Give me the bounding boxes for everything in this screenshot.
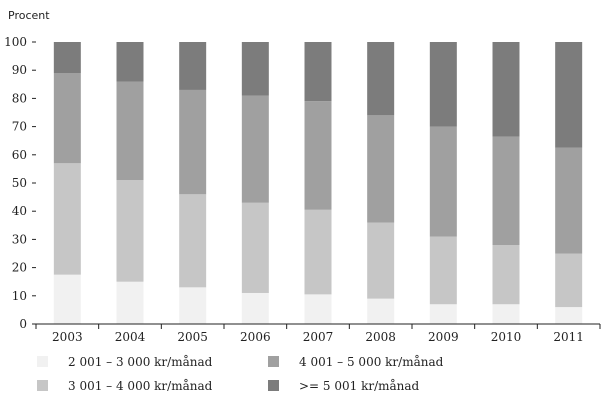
legend-label: 4 001 – 5 000 kr/månad xyxy=(299,354,444,369)
bar-segment-2008-s2 xyxy=(367,222,395,299)
bar-segment-2008-s3 xyxy=(367,115,395,223)
bar-segment-2003-s4 xyxy=(53,42,81,74)
bar-segment-2003-s3 xyxy=(53,73,81,164)
bar-segment-2004-s4 xyxy=(116,42,144,82)
x-tick-label: 2007 xyxy=(303,330,334,344)
bar-segment-2007-s3 xyxy=(304,101,332,210)
y-axis: 0 10 20 30 40 50 60 70 80 90 100 xyxy=(4,35,36,331)
bar-segment-2006-s4 xyxy=(241,42,269,96)
y-tick-label: 50 xyxy=(12,176,27,190)
y-tick-label: 30 xyxy=(12,232,27,246)
y-tick-label: 80 xyxy=(12,91,27,105)
legend-swatch xyxy=(37,380,48,391)
bar-segment-2008-s4 xyxy=(367,42,395,116)
y-tick-label: 20 xyxy=(12,261,27,275)
legend-label: >= 5 001 kr/månad xyxy=(299,378,420,393)
x-tick-label: 2011 xyxy=(553,330,584,344)
bar-segment-2003-s2 xyxy=(53,163,81,275)
legend-label: 3 001 – 4 000 kr/månad xyxy=(68,378,213,393)
y-tick-label: 40 xyxy=(12,204,27,218)
x-tick-label: 2006 xyxy=(240,330,271,344)
y-tick-label: 60 xyxy=(12,148,27,162)
bar-segment-2007-s1 xyxy=(304,294,332,324)
bars-group xyxy=(53,42,583,324)
bar-segment-2005-s3 xyxy=(179,89,207,195)
bar-segment-2004-s3 xyxy=(116,81,144,181)
bar-segment-2003-s1 xyxy=(53,274,81,324)
x-tick-label: 2003 xyxy=(52,330,83,344)
y-axis-unit-label: Procent xyxy=(8,9,50,22)
bar-segment-2011-s2 xyxy=(555,253,583,308)
y-tick-label: 90 xyxy=(12,63,27,77)
bar-segment-2011-s4 xyxy=(555,42,583,148)
x-tick-label: 2005 xyxy=(177,330,208,344)
bar-segment-2007-s4 xyxy=(304,42,332,102)
bar-segment-2011-s3 xyxy=(555,147,583,254)
bar-segment-2004-s1 xyxy=(116,281,144,324)
bar-segment-2010-s2 xyxy=(492,245,520,305)
bar-segment-2007-s2 xyxy=(304,209,332,295)
x-axis: 2003 2004 2005 2006 2007 2008 2009 2010 2011 xyxy=(35,323,601,344)
legend-swatch xyxy=(37,356,48,367)
legend-label: 2 001 – 3 000 kr/månad xyxy=(68,354,213,369)
y-tick-label: 10 xyxy=(12,289,27,303)
bar-segment-2010-s4 xyxy=(492,42,520,137)
bar-segment-2009-s3 xyxy=(429,126,457,237)
legend-swatch xyxy=(268,356,279,367)
bar-segment-2008-s1 xyxy=(367,298,395,324)
bar-segment-2009-s2 xyxy=(429,236,457,305)
bar-segment-2011-s1 xyxy=(555,307,583,324)
bar-segment-2004-s2 xyxy=(116,180,144,282)
x-tick-label: 2009 xyxy=(428,330,459,344)
bar-segment-2006-s2 xyxy=(241,202,269,293)
x-tick-label: 2008 xyxy=(365,330,396,344)
bar-segment-2010-s3 xyxy=(492,136,520,246)
bar-segment-2005-s4 xyxy=(179,42,207,90)
bar-segment-2010-s1 xyxy=(492,304,520,324)
bar-segment-2005-s1 xyxy=(179,287,207,324)
bar-segment-2009-s1 xyxy=(429,304,457,324)
bar-segment-2005-s2 xyxy=(179,194,207,288)
y-tick-label: 70 xyxy=(12,120,27,134)
legend: 2 001 – 3 000 kr/månad 3 001 – 4 000 kr/m… xyxy=(37,354,444,393)
bar-segment-2006-s3 xyxy=(241,95,269,203)
x-tick-label: 2004 xyxy=(115,330,146,344)
legend-swatch xyxy=(268,380,279,391)
x-tick-label: 2010 xyxy=(491,330,522,344)
bar-segment-2009-s4 xyxy=(429,42,457,127)
y-tick-label: 100 xyxy=(4,35,27,49)
bar-segment-2006-s1 xyxy=(241,292,269,324)
y-tick-label: 0 xyxy=(19,317,27,331)
